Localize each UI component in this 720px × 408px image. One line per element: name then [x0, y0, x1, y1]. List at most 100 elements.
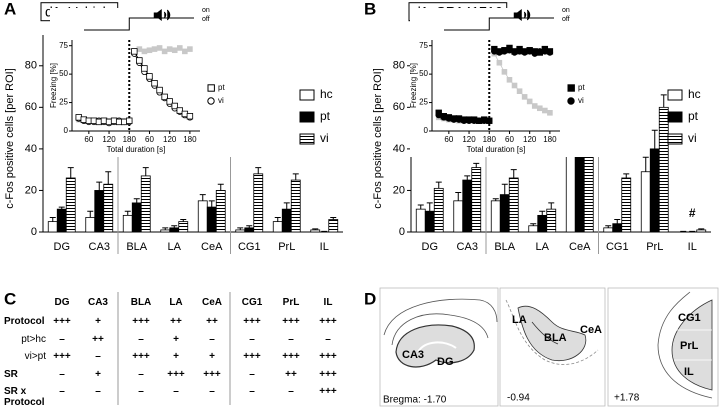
region-label: LA — [512, 314, 527, 326]
y-tick-label: 40 — [393, 143, 405, 155]
point — [511, 82, 518, 89]
x-tick-label: 120 — [523, 135, 537, 144]
y-tick-label: 50 — [419, 69, 428, 78]
x-tick-label: 60 — [84, 135, 93, 144]
error-bar — [539, 210, 546, 216]
legend-marker — [567, 84, 575, 92]
section-frame — [499, 287, 606, 407]
sound-label: on — [202, 7, 210, 14]
bar — [197, 200, 208, 233]
x-tick-label: CG1 — [606, 241, 629, 253]
legend-label: vi — [578, 96, 584, 105]
point — [536, 49, 543, 56]
table-cell: – — [249, 369, 255, 380]
point — [526, 98, 533, 105]
legend-label: pt — [320, 109, 331, 123]
legend-marker — [207, 84, 215, 92]
error-bar — [417, 204, 424, 210]
region-label: CG1 — [678, 312, 701, 324]
point — [146, 47, 153, 54]
legend-swatch — [299, 89, 315, 101]
x-tick-label: 60 — [444, 135, 453, 144]
error-bar — [548, 202, 555, 210]
point — [506, 44, 513, 52]
x-tick-label: CG1 — [238, 241, 261, 253]
x-tick-label: CA3 — [457, 241, 478, 253]
legend-marker — [567, 97, 575, 105]
table-cell: – — [249, 334, 255, 345]
x-tick-label: LA — [168, 241, 182, 253]
error-bar — [142, 167, 149, 176]
panel-letter: A — [4, 0, 16, 18]
x-tick-label: CeA — [569, 241, 591, 253]
table-cell: +++ — [319, 369, 337, 380]
brain-sections — [379, 287, 719, 407]
y-tick-label: 75 — [59, 41, 68, 50]
region-label: CA3 — [402, 349, 424, 361]
point — [136, 46, 143, 52]
error-bar — [124, 210, 131, 216]
bar — [621, 177, 632, 233]
error-bar — [689, 230, 696, 232]
table-cell: ++ — [92, 334, 104, 345]
point — [131, 48, 138, 55]
inset-background — [410, 8, 600, 157]
x-tick-label: LA — [536, 241, 550, 253]
y-tick-label: 75 — [419, 41, 428, 50]
y-tick-label: 25 — [419, 98, 428, 107]
bar — [140, 175, 151, 233]
error-bar — [680, 230, 687, 232]
outline — [383, 298, 498, 336]
x-axis-label: Total duration [s] — [467, 145, 526, 154]
point — [136, 57, 143, 64]
y-tick-label: 50 — [59, 69, 68, 78]
speaker-icon — [513, 9, 531, 21]
column-header: PrL — [282, 297, 300, 308]
bar — [65, 177, 76, 233]
sound-label: off — [202, 16, 210, 23]
bar — [253, 173, 264, 233]
section-frame — [379, 287, 499, 407]
point — [166, 46, 173, 52]
point — [187, 46, 193, 52]
table-cell: – — [209, 386, 215, 397]
region-label: PrL — [680, 340, 699, 352]
bar — [462, 179, 473, 233]
outline — [657, 291, 713, 399]
x-tick-label: 180 — [183, 135, 197, 144]
legend-label: vi — [218, 96, 224, 105]
bar — [490, 200, 501, 233]
y-tick-label: 0 — [64, 126, 69, 135]
legend-swatch — [299, 111, 315, 123]
bar — [574, 150, 585, 233]
error-bar — [283, 202, 290, 210]
point — [161, 48, 168, 55]
point — [496, 59, 503, 66]
y-tick-label: 40 — [25, 143, 37, 155]
table-cell: +++ — [53, 316, 71, 327]
bar — [424, 210, 435, 233]
point — [486, 117, 493, 124]
bar — [178, 221, 189, 233]
y-axis-label: c-Fos positive cells [per ROI] — [4, 68, 16, 209]
table-cell: + — [173, 351, 179, 362]
error-bar — [473, 162, 480, 168]
y-tick-label: 0 — [424, 126, 429, 135]
legend-marker — [207, 97, 215, 105]
y-axis-label: c-Fos positive cells [per ROI] — [372, 68, 384, 209]
bar — [528, 225, 539, 233]
point — [126, 117, 133, 124]
point — [156, 86, 163, 94]
table-cell: +++ — [319, 351, 337, 362]
bar — [537, 214, 548, 233]
error-bar — [208, 200, 215, 208]
bar — [508, 177, 519, 233]
table-cell: – — [138, 334, 144, 345]
table-cell: – — [59, 369, 65, 380]
point — [156, 45, 163, 51]
error-bar — [651, 129, 658, 149]
x-tick-label: 180 — [543, 135, 557, 144]
dentate — [417, 341, 457, 353]
table-cell: – — [138, 369, 144, 380]
region-label: BLA — [544, 332, 567, 344]
